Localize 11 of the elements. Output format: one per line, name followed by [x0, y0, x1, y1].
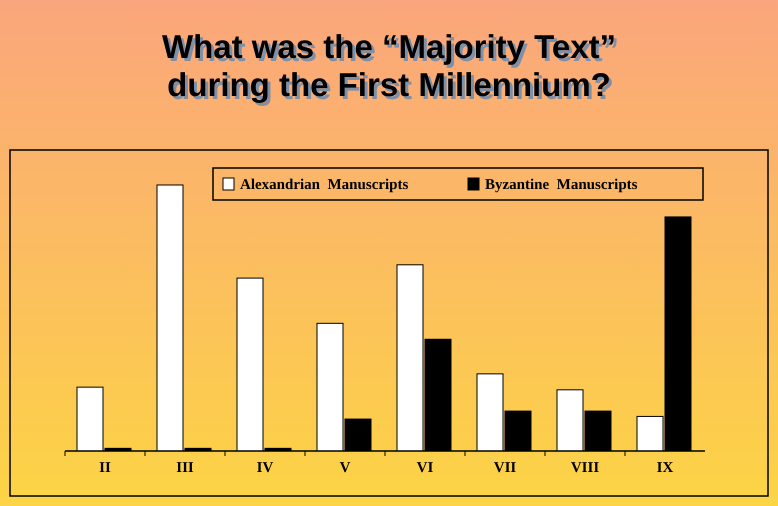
- x-tick-label: VIII: [570, 460, 600, 476]
- x-tick-label: IV: [256, 460, 274, 476]
- x-tick-label: VI: [416, 460, 434, 476]
- legend-label: Alexandrian Manuscripts: [240, 177, 409, 193]
- chart-title: What was the “Majority Text” during the First Millennium?: [162, 28, 616, 106]
- x-tick-label: VII: [494, 460, 516, 476]
- x-tick-label: V: [340, 460, 351, 476]
- legend-label: Byzantine Manuscripts: [485, 177, 638, 193]
- x-tick-label: III: [176, 460, 194, 476]
- x-tick-label: IX: [656, 460, 674, 476]
- x-tick-label: II: [99, 460, 111, 476]
